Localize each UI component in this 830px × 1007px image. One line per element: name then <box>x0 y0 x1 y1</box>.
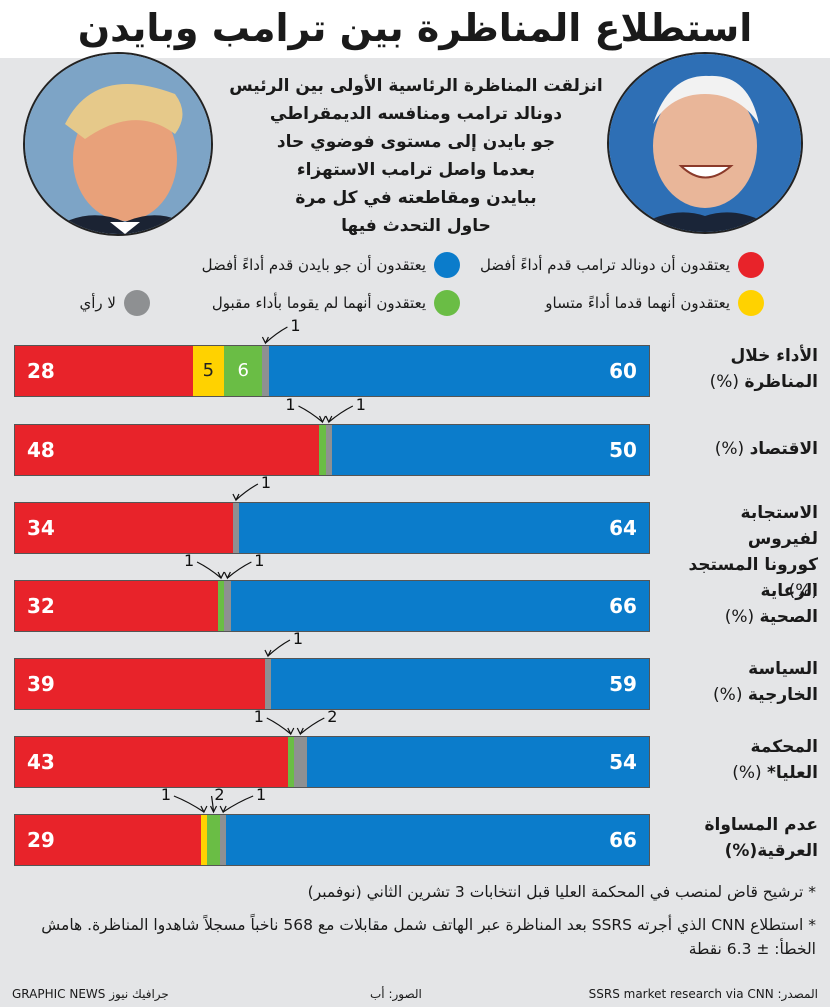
stacked-bar: 43 54 <box>14 736 650 788</box>
legend-biden: يعتقدون أن جو بايدن قدم أداءً أفضل <box>202 252 460 278</box>
category-label: المحكمة العليا* (%) <box>732 737 818 783</box>
bar-segment-biden: 60 <box>268 346 649 396</box>
bar-segment-none <box>262 346 269 396</box>
trump-photo <box>23 52 213 236</box>
legend-dot-equal <box>738 290 764 316</box>
value-label-trump: 32 <box>27 594 55 618</box>
bar-segment-biden: 66 <box>226 815 649 865</box>
bar-segment-neither <box>319 425 326 475</box>
stacked-bar: 48 50 <box>14 424 650 476</box>
value-label-biden: 50 <box>609 438 637 462</box>
bar-segment-none <box>224 581 231 631</box>
bar-segment-trump: 39 <box>15 659 265 709</box>
category-label: السياسة الخارجية (%) <box>713 659 818 705</box>
stacked-bar: 29 66 <box>14 814 650 866</box>
legend-equal: يعتقدون أنهما قدما أداءً متساو <box>545 290 764 316</box>
category-label: الرعاية الصحية (%) <box>724 581 818 627</box>
legend-dot-trump <box>738 252 764 278</box>
intro-text: انزلقت المناظرة الرئاسية الأولى بين الرئ… <box>229 76 603 236</box>
bar-segment-none <box>232 503 240 553</box>
category-label: الاقتصاد (%) <box>714 439 818 459</box>
footnote-methodology: * استطلاع CNN الذي أجرته SSRS بعد المناظ… <box>41 916 816 958</box>
bar-segment-none <box>264 659 272 709</box>
value-label-biden: 66 <box>609 828 637 852</box>
bar-segment-neither: 6 <box>224 346 263 396</box>
stacked-bar: 32 66 <box>14 580 650 632</box>
value-label-trump: 34 <box>27 516 55 540</box>
bar-segment-trump: 43 <box>15 737 288 787</box>
legend-none: لا رأي <box>80 290 150 316</box>
credits-bar: المصدر: SSRS market research via CNN الص… <box>0 980 830 1007</box>
value-label-trump: 48 <box>27 438 55 462</box>
footnote-supreme-court: * ترشيح قاض لمنصب في المحكمة العليا قبل … <box>307 883 816 901</box>
category-label: عدم المساواة العرقية(%) <box>704 815 818 861</box>
bar-segment-biden: 54 <box>306 737 649 787</box>
value-label-biden: 66 <box>609 594 637 618</box>
value-label-trump: 39 <box>27 672 55 696</box>
value-label-biden: 60 <box>609 359 637 383</box>
bar-segment-biden: 66 <box>230 581 649 631</box>
value-label-equal: 5 <box>202 360 215 381</box>
value-label-biden: 54 <box>609 750 637 774</box>
legend-trump: يعتقدون أن دونالد ترامب قدم أداءً أفضل <box>480 252 764 278</box>
bar-segment-neither <box>217 581 225 631</box>
value-label-neither: 6 <box>237 360 249 381</box>
legend-neither: يعتقدون أنهما لم يقوما بأداء مقبول <box>212 290 460 316</box>
bar-segment-equal: 5 <box>192 346 225 396</box>
stacked-bar: 34 64 <box>14 502 650 554</box>
legend-dot-none <box>124 290 150 316</box>
bar-segment-biden: 59 <box>271 659 649 709</box>
bar-segment-trump: 48 <box>15 425 320 475</box>
stacked-bar: 28 5 6 60 <box>14 345 650 397</box>
stacked-bar: 39 59 <box>14 658 650 710</box>
category-label: الاستجابة لفيروس كورونا المستجد (%) <box>688 503 818 601</box>
bar-segment-trump: 29 <box>15 815 201 865</box>
value-label-biden: 59 <box>609 672 637 696</box>
source-credit: المصدر: SSRS market research via CNN <box>588 987 818 1001</box>
page-title: استطلاع المناظرة بين ترامب وبايدن <box>0 0 830 58</box>
bar-segment-neither <box>287 737 294 787</box>
bar-segment-trump: 34 <box>15 503 233 553</box>
brand-credit: GRAPHIC NEWS جرافيك نيوز <box>12 987 169 1001</box>
bar-segment-biden: 64 <box>239 503 649 553</box>
bar-segment-trump: 32 <box>15 581 218 631</box>
legend-dot-neither <box>434 290 460 316</box>
biden-photo <box>607 52 803 234</box>
photo-credit: الصور: أب <box>370 987 422 1001</box>
value-label-trump: 28 <box>27 359 55 383</box>
bar-segment-neither <box>207 815 220 865</box>
bar-segment-biden: 50 <box>331 425 649 475</box>
bar-segment-none <box>219 815 227 865</box>
category-label: الأداء خلال المناظرة (%) <box>709 346 818 392</box>
value-label-biden: 64 <box>609 516 637 540</box>
bar-segment-none <box>325 425 332 475</box>
value-label-trump: 29 <box>27 828 55 852</box>
bar-segment-trump: 28 <box>15 346 193 396</box>
bar-segment-equal <box>200 815 208 865</box>
legend-dot-biden <box>434 252 460 278</box>
value-label-trump: 43 <box>27 750 55 774</box>
bar-segment-none <box>293 737 307 787</box>
